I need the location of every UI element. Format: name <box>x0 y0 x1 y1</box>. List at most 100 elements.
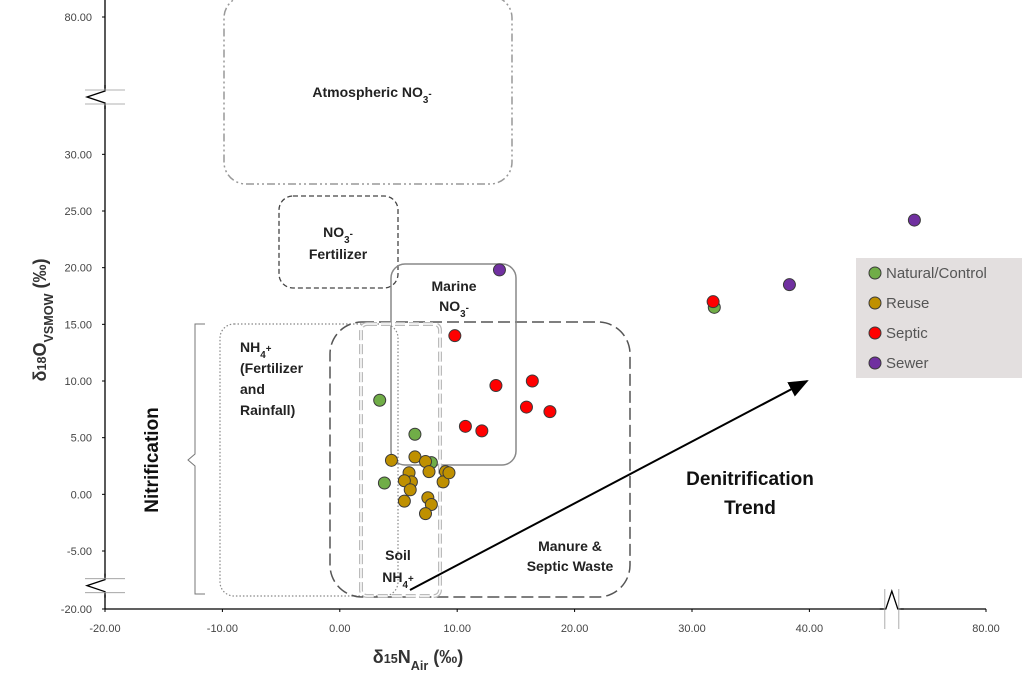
x-tick-label: -10.00 <box>207 623 238 635</box>
point <box>384 453 398 467</box>
annotation: Fertilizer <box>309 246 368 262</box>
legend-marker <box>868 326 882 340</box>
point <box>397 474 411 488</box>
x-axis-label-part: (‰) <box>428 647 463 667</box>
axis-break <box>879 588 904 610</box>
annotation-part: Trend <box>724 498 776 519</box>
point <box>397 494 411 508</box>
point <box>519 400 533 414</box>
point <box>448 329 462 343</box>
x-axis-label: δ15NAir (‰) <box>373 647 463 673</box>
annotation-part: - <box>428 89 431 100</box>
soil-box-inner <box>360 323 441 597</box>
point <box>436 475 450 489</box>
annotation-part: Marine <box>431 278 476 294</box>
point <box>706 295 720 309</box>
manure-box <box>329 321 631 598</box>
annotation-part: Nitrification <box>142 407 163 513</box>
y-tick-label: -20.00 <box>61 604 92 616</box>
annotation-part: (Fertilizer <box>240 360 304 376</box>
annotation-part: 4 <box>260 350 266 361</box>
x-tick-label: -20.00 <box>89 623 120 635</box>
annotation-part: NH <box>382 569 402 585</box>
legend-marker <box>868 356 882 370</box>
y-tick-label: 0.00 <box>71 489 92 501</box>
legend-marker <box>868 296 882 310</box>
axis-break <box>84 85 106 109</box>
annotation-part: - <box>350 229 353 240</box>
marine-box <box>390 263 517 466</box>
annotation: Manure & <box>538 538 602 554</box>
annotation: Rainfall) <box>240 402 295 418</box>
legend-label: Reuse <box>886 295 929 312</box>
x-axis-label-part: 15 <box>384 652 398 666</box>
legend-label: Sewer <box>886 355 929 372</box>
region-boxes <box>187 0 809 598</box>
point <box>424 498 438 512</box>
annotation: and <box>240 381 265 397</box>
annotation-part: 3 <box>460 309 466 320</box>
point <box>907 213 921 227</box>
annotation-part: NH <box>240 339 260 355</box>
y-axis-label-part: O <box>30 343 50 357</box>
annotation-part: NO <box>439 298 460 314</box>
point <box>377 476 391 490</box>
annotation-part: Manure & <box>538 538 602 554</box>
annotation-part: Septic Waste <box>527 558 614 574</box>
annotation: (Fertilizer <box>240 360 304 376</box>
y-axis-label-part: (‰) <box>30 259 50 294</box>
y-axis-label-part: δ <box>30 370 50 381</box>
legend-marker <box>868 266 882 280</box>
y-axis-label-part: 18 <box>35 357 49 371</box>
annotation-part: + <box>266 344 272 355</box>
denitrification-arrow <box>409 380 809 591</box>
x-tick-label: 30.00 <box>678 623 706 635</box>
annotation: Septic Waste <box>527 558 614 574</box>
annotation-part: Rainfall) <box>240 402 295 418</box>
point <box>543 405 557 419</box>
annotation: Atmospheric NO3- <box>312 84 431 106</box>
y-tick-label: 15.00 <box>64 319 92 331</box>
annotation: Soil <box>385 547 411 563</box>
annotation-part: and <box>240 381 265 397</box>
x-axis-label-part: δ <box>373 647 384 667</box>
y-axis-label-part: VSMOW <box>42 293 56 342</box>
point <box>458 419 472 433</box>
annotation: Denitrification <box>686 469 814 490</box>
legend-box <box>856 258 1022 378</box>
y-tick-label: 80.00 <box>64 12 92 24</box>
x-tick-label: 40.00 <box>796 623 824 635</box>
atmospheric-box <box>223 0 513 185</box>
annotation-part: Fertilizer <box>309 246 368 262</box>
axis-break <box>84 573 106 598</box>
point <box>489 379 503 393</box>
axis-break-mask <box>102 576 108 595</box>
y-tick-label: 25.00 <box>64 206 92 218</box>
x-tick-label: 0.00 <box>329 623 350 635</box>
annotation: NO3- <box>323 224 353 246</box>
x-axis-label-part: N <box>398 647 411 667</box>
point <box>492 263 506 277</box>
nitrification-bracket <box>187 323 205 595</box>
point <box>442 466 456 480</box>
annotation-part: Soil <box>385 547 411 563</box>
point <box>525 374 539 388</box>
annotation: Trend <box>724 498 776 519</box>
annotation: NH4+ <box>240 339 272 361</box>
y-tick-label: -5.00 <box>67 546 92 558</box>
annotation: NO3- <box>439 298 469 320</box>
annotation: Marine <box>431 278 476 294</box>
point <box>373 393 387 407</box>
y-tick-label: 10.00 <box>64 376 92 388</box>
y-tick-label: 20.00 <box>64 263 92 275</box>
x-tick-label: 20.00 <box>561 623 589 635</box>
legend-label: Septic <box>886 325 928 342</box>
y-tick-label: 30.00 <box>64 149 92 161</box>
annotation-part: 4 <box>403 580 409 591</box>
annotation: NH4+ <box>382 569 414 591</box>
axis-break-mask <box>882 606 901 612</box>
annotation-part: 3 <box>423 95 429 106</box>
point <box>782 278 796 292</box>
axis-break-mask <box>102 88 108 106</box>
point <box>403 483 417 497</box>
